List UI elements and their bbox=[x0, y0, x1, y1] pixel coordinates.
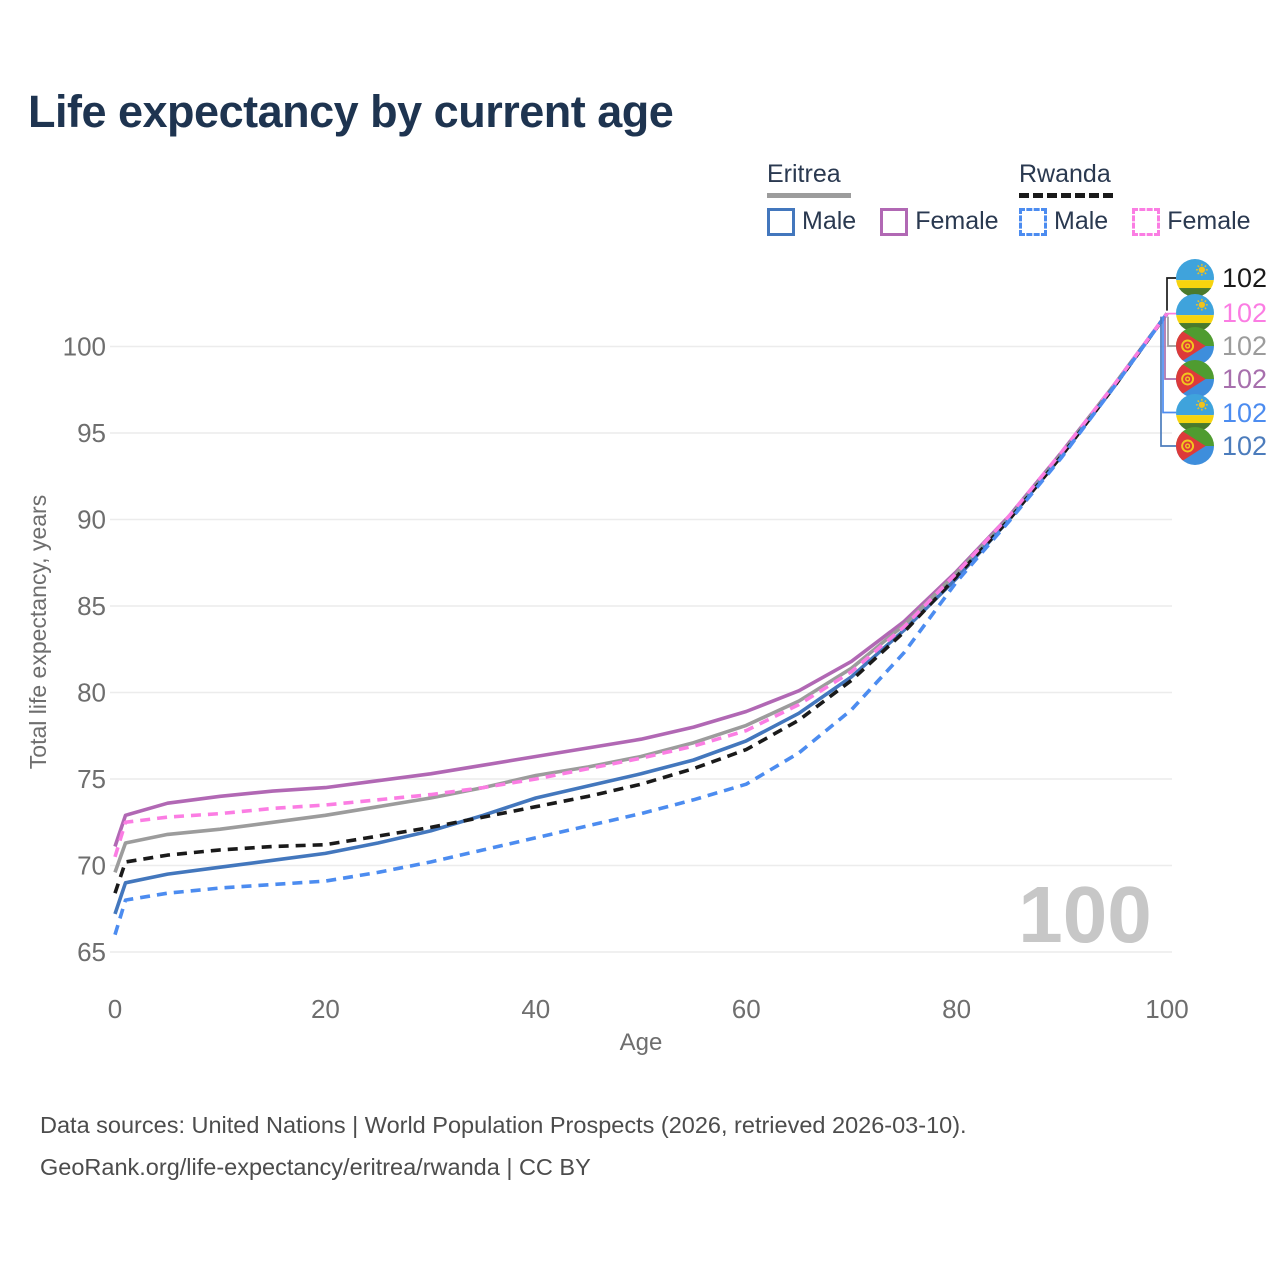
svg-text:90: 90 bbox=[77, 505, 106, 535]
series-rwanda-male[interactable] bbox=[113, 312, 1169, 936]
legend-item-eritrea-male[interactable]: Male bbox=[767, 207, 856, 236]
legend-country-rwanda[interactable]: Rwanda bbox=[1019, 160, 1111, 188]
watermark-100: 100 bbox=[1018, 870, 1151, 959]
page-title: Life expectancy by current age bbox=[28, 86, 674, 137]
legend-item-rwanda-male[interactable]: Male bbox=[1019, 207, 1108, 236]
svg-text:85: 85 bbox=[77, 591, 106, 621]
rwanda-male-swatch-icon bbox=[1019, 207, 1047, 236]
eritrea-female-swatch-icon bbox=[880, 207, 909, 236]
svg-text:20: 20 bbox=[311, 994, 340, 1024]
x-axis-title: Age bbox=[620, 1029, 663, 1056]
rwanda-female-swatch-icon bbox=[1132, 207, 1161, 236]
leader-lines bbox=[1160, 277, 1176, 447]
svg-text:65: 65 bbox=[77, 937, 106, 967]
legend-label-eritrea-female: Female bbox=[915, 207, 999, 235]
gridlines bbox=[110, 345, 1172, 953]
legend-group-eritrea: Eritrea Male Female bbox=[767, 160, 999, 236]
svg-text:60: 60 bbox=[732, 994, 761, 1024]
eritrea-male-swatch-icon bbox=[767, 207, 795, 236]
rwanda-line-style-swatch bbox=[1019, 193, 1113, 198]
svg-text:100: 100 bbox=[1145, 994, 1188, 1024]
series-rwanda-both-sexes[interactable] bbox=[113, 312, 1169, 894]
svg-text:80: 80 bbox=[942, 994, 971, 1024]
data-sources-text: Data sources: United Nations | World Pop… bbox=[40, 1112, 967, 1138]
attribution-link[interactable]: GeoRank.org/life-expectancy/eritrea/rwan… bbox=[40, 1154, 591, 1180]
svg-text:95: 95 bbox=[77, 418, 106, 448]
y-axis-title: Total life expectancy, years bbox=[25, 495, 51, 769]
legend-label-rwanda-female: Female bbox=[1167, 207, 1251, 235]
svg-text:40: 40 bbox=[521, 994, 550, 1024]
series-eritrea-both-sexes[interactable] bbox=[113, 312, 1169, 874]
legend-label-eritrea-male: Male bbox=[802, 207, 857, 235]
legend-label-rwanda-male: Male bbox=[1054, 207, 1109, 235]
svg-text:80: 80 bbox=[77, 678, 106, 708]
legend-group-rwanda: Rwanda Male Female bbox=[1019, 160, 1251, 236]
legend-items-rwanda: Male Female bbox=[1019, 207, 1251, 236]
svg-text:0: 0 bbox=[108, 994, 122, 1024]
svg-text:70: 70 bbox=[77, 851, 106, 881]
legend-item-eritrea-female[interactable]: Female bbox=[880, 207, 999, 236]
series-eritrea-female[interactable] bbox=[113, 312, 1169, 848]
series-rwanda-female[interactable] bbox=[113, 312, 1169, 858]
series-lines bbox=[113, 312, 1169, 936]
legend-country-eritrea[interactable]: Eritrea bbox=[767, 160, 841, 188]
axis-ticks: 65 70 75 80 85 90 95 100 0 20 40 60 80 100 bbox=[63, 332, 1189, 1025]
svg-text:75: 75 bbox=[77, 764, 106, 794]
svg-text:100: 100 bbox=[63, 332, 106, 362]
footer: Data sources: United Nations | World Pop… bbox=[40, 1104, 967, 1188]
legend-item-rwanda-female[interactable]: Female bbox=[1132, 207, 1251, 236]
legend-items-eritrea: Male Female bbox=[767, 207, 999, 236]
eritrea-line-style-swatch bbox=[767, 193, 851, 198]
